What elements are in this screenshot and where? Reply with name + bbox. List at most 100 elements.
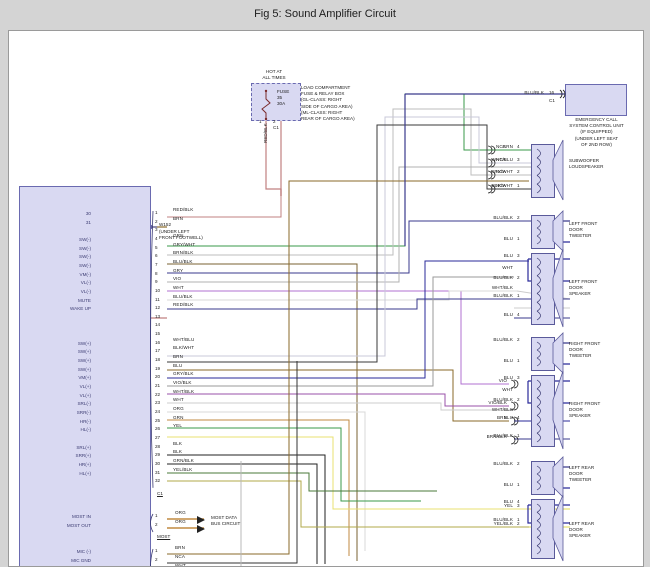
- amp-c1-wire-10: WHT: [173, 284, 184, 290]
- amp-c1-pin-1: 1: [155, 210, 158, 215]
- device-3-pin-0: 2: [517, 337, 520, 342]
- amp-c1-signal-28: SRL(+): [76, 444, 91, 450]
- speaker-body-4: [531, 375, 555, 447]
- amp-c1-wire-17: BLK/WHT: [173, 345, 195, 351]
- speaker-cone-icon-0: [552, 139, 564, 201]
- device-4-wire-5: BLU/BLK: [493, 433, 513, 438]
- speaker-cone-icon-5: [552, 456, 564, 498]
- amp-c1-wire-1: RED/BLK: [173, 207, 194, 212]
- amp-c1-signal-24: SRR(-): [76, 409, 91, 415]
- device-6-wire-1: BLU/BLK: [493, 517, 513, 522]
- amp-c1-pin-12: 12: [155, 305, 161, 311]
- amp-c1-pin-8: 8: [155, 270, 158, 276]
- figure-title: Fig 5: Sound Amplifier Circuit: [0, 0, 650, 28]
- speaker-body-1: [531, 215, 555, 249]
- device-4-pin-0: 3: [517, 375, 520, 380]
- speaker-coil-icon-2: [536, 257, 541, 321]
- device-1-wire-1: BLU: [503, 236, 513, 241]
- amp-c1-wire-31: YEL/BLK: [173, 466, 193, 472]
- amp-c1-pin-32: 32: [155, 478, 161, 484]
- amp-c1-signal-9: VL(-): [80, 280, 91, 286]
- fuse-relay-box: [251, 83, 301, 121]
- mid-connector-icon-0: [510, 379, 519, 389]
- most-arrow-icon-2: [197, 516, 205, 524]
- amp-c1-signal-18: SW(+): [77, 358, 91, 364]
- device-name-6: LEFT REAR DOOR SPEAKER: [569, 521, 595, 539]
- amp-most-pin-1: 1: [155, 513, 158, 518]
- amp-c1-pin-6: 6: [155, 253, 158, 259]
- speaker-coil-icon-0: [536, 148, 541, 194]
- amp-c1-pin-31: 31: [155, 469, 161, 475]
- device-0-wire-3: BLK/WHT: [491, 183, 513, 188]
- device-0-wire-1: WHT/BLU: [491, 157, 513, 162]
- ecall-wire-label: BLU/BLK: [524, 90, 544, 95]
- amp-c1-wire-19: BLU: [173, 362, 183, 368]
- device-5-wire-0: BLU/BLK: [493, 461, 513, 466]
- amp-most-signal-1: MOST IN: [71, 514, 91, 519]
- amp-c1-signal-4: SW(-): [79, 236, 91, 242]
- device-4-pin-2: 2: [517, 397, 520, 402]
- speaker-cone-icon-6: [552, 494, 564, 562]
- diagram-canvas: HOT AT ALL TIMES FUSE 35 30A LOAD COMPAR…: [8, 30, 644, 567]
- amp-c1-wire-28: BLK: [173, 440, 182, 446]
- device-2-pin-2: 2: [517, 275, 520, 280]
- most-bus-label-2: MOST DATA BUS CIRCUIT: [211, 515, 241, 527]
- device-5-pin-1: 1: [517, 482, 520, 487]
- device-5-pin-0: 2: [517, 461, 520, 466]
- amp-c1-signal-22: VL(+): [79, 392, 91, 398]
- device-4-wire-1: WHT: [502, 387, 513, 392]
- amp-c1-pin-7: 7: [155, 261, 158, 267]
- mid-connector-icon-1: [510, 401, 519, 411]
- device-name-0: SUBWOOFER LOUDSPEAKER: [569, 158, 604, 170]
- device-2-pin-5: 4: [517, 312, 520, 317]
- device-name-2: LEFT FRONT DOOR SPEAKER: [569, 279, 598, 297]
- mid-wire-label-2: BRN: [497, 415, 507, 420]
- speaker-cone-icon-3: [552, 332, 564, 374]
- device-name-1: LEFT FRONT DOOR TWEETER: [569, 221, 598, 239]
- amp-c1-wire-30: GRN/BLK: [173, 457, 194, 463]
- amp-c1-wire-23: WHT: [173, 397, 184, 403]
- speaker-coil-icon-3: [536, 341, 541, 367]
- device-1-pin-1: 1: [517, 236, 520, 241]
- sound-amplifier-block: [19, 186, 151, 566]
- speaker-coil-icon-5: [536, 465, 541, 491]
- amp-most-wire-1: ORG: [175, 510, 186, 515]
- device-name-4: RIGHT FRONT DOOR SPEAKER: [569, 401, 601, 419]
- most-arrow-icon-3: [197, 525, 205, 533]
- device-6-pin-0: 4: [517, 499, 520, 504]
- w152-location: (UNDER LEFT FRONT FOOTWELL): [159, 229, 203, 241]
- amp-most-bracket: [150, 513, 154, 533]
- wiring-svg: [113, 93, 571, 566]
- amp-c1-pin-26: 26: [155, 426, 161, 432]
- fuse-pin-right: 2: [273, 119, 276, 124]
- amp-c1-signal-21: VL(+): [79, 384, 91, 389]
- device-3-pin-1: 1: [517, 358, 520, 363]
- terminal-icon-0-0: [487, 145, 496, 155]
- device-2-wire-3: WHT/BLK: [491, 285, 513, 290]
- amp-c1-bracket: [150, 210, 154, 488]
- amp-c1-pin-14: 14: [155, 322, 161, 328]
- amp-c1-pin-22: 22: [155, 391, 161, 397]
- amp-c1-pin-28: 28: [155, 443, 161, 449]
- amp-c1-signal-10: VL(-): [80, 288, 91, 294]
- amp-c1-signal-19: SW(+): [77, 366, 91, 372]
- speaker-coil-icon-4: [536, 379, 541, 443]
- amp-c1-pin-27: 27: [155, 434, 161, 440]
- amp-c1-wire-5: GRY/WHT: [173, 241, 196, 247]
- device-0-pin-2: 2: [517, 169, 520, 174]
- device-0-terminal-1: NCA: [496, 157, 506, 162]
- device-0-pin-3: 1: [517, 183, 520, 188]
- amp-c1-pin-9: 9: [155, 279, 158, 285]
- amp-c1-pin-5: 5: [155, 244, 158, 250]
- amp-c1-signal-23: SRL(-): [77, 401, 91, 407]
- amp-c2-signal-1: MIC (-): [76, 549, 91, 554]
- mid-wire-label-1: VIO/BLK: [488, 400, 507, 405]
- speaker-coil-icon-1: [536, 219, 541, 245]
- device-4-wire-4: BLU: [503, 415, 513, 420]
- ecall-pin: 16: [549, 90, 555, 95]
- speaker-cone-icon-1: [552, 210, 564, 252]
- terminal-icon-0-2: [487, 170, 496, 180]
- amp-c2-pin-2: 2: [155, 557, 158, 562]
- emergency-call-unit-box: [565, 84, 627, 116]
- device-0-terminal-2: NCA: [496, 169, 506, 174]
